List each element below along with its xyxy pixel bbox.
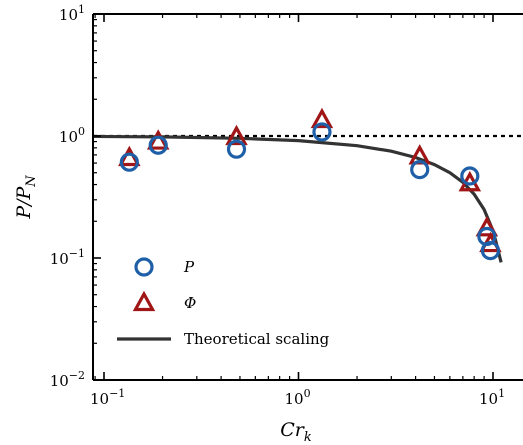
phi-marker-6 [475, 216, 499, 237]
y-axis-title: P/PN [13, 175, 39, 220]
legend-p-label: P [183, 258, 195, 276]
p-marker-2 [226, 139, 247, 159]
theoretical-scaling-line [93, 134, 503, 263]
legend-phi-marker [132, 290, 156, 312]
p-marker-0 [119, 152, 139, 172]
legend: PΦ Theoretical scaling [117, 257, 330, 348]
y-tick-label-1: 10−1 [50, 247, 85, 268]
x-tick-label-2: 101 [479, 387, 505, 408]
x-axis-title: Crk [280, 419, 312, 445]
x-tick-label-0: 10−1 [90, 387, 125, 408]
p-marker-1 [148, 135, 168, 155]
x-tick-label-1: 100 [285, 387, 311, 408]
phi-marker-2 [225, 124, 248, 146]
legend-theory-label: Theoretical scaling [184, 330, 330, 348]
p-marker-5 [460, 166, 480, 186]
legend-p-marker [134, 257, 154, 277]
p-marker-7 [480, 240, 501, 261]
p-marker-3 [312, 122, 332, 142]
plot-area [93, 107, 523, 263]
y-tick-label-2: 100 [59, 125, 85, 146]
p-marker-4 [410, 160, 430, 180]
legend-phi-label: Φ [184, 294, 196, 312]
y-tick-label-3: 101 [59, 3, 85, 24]
phi-marker-3 [310, 107, 334, 129]
y-tick-label-0: 10−2 [50, 369, 85, 390]
